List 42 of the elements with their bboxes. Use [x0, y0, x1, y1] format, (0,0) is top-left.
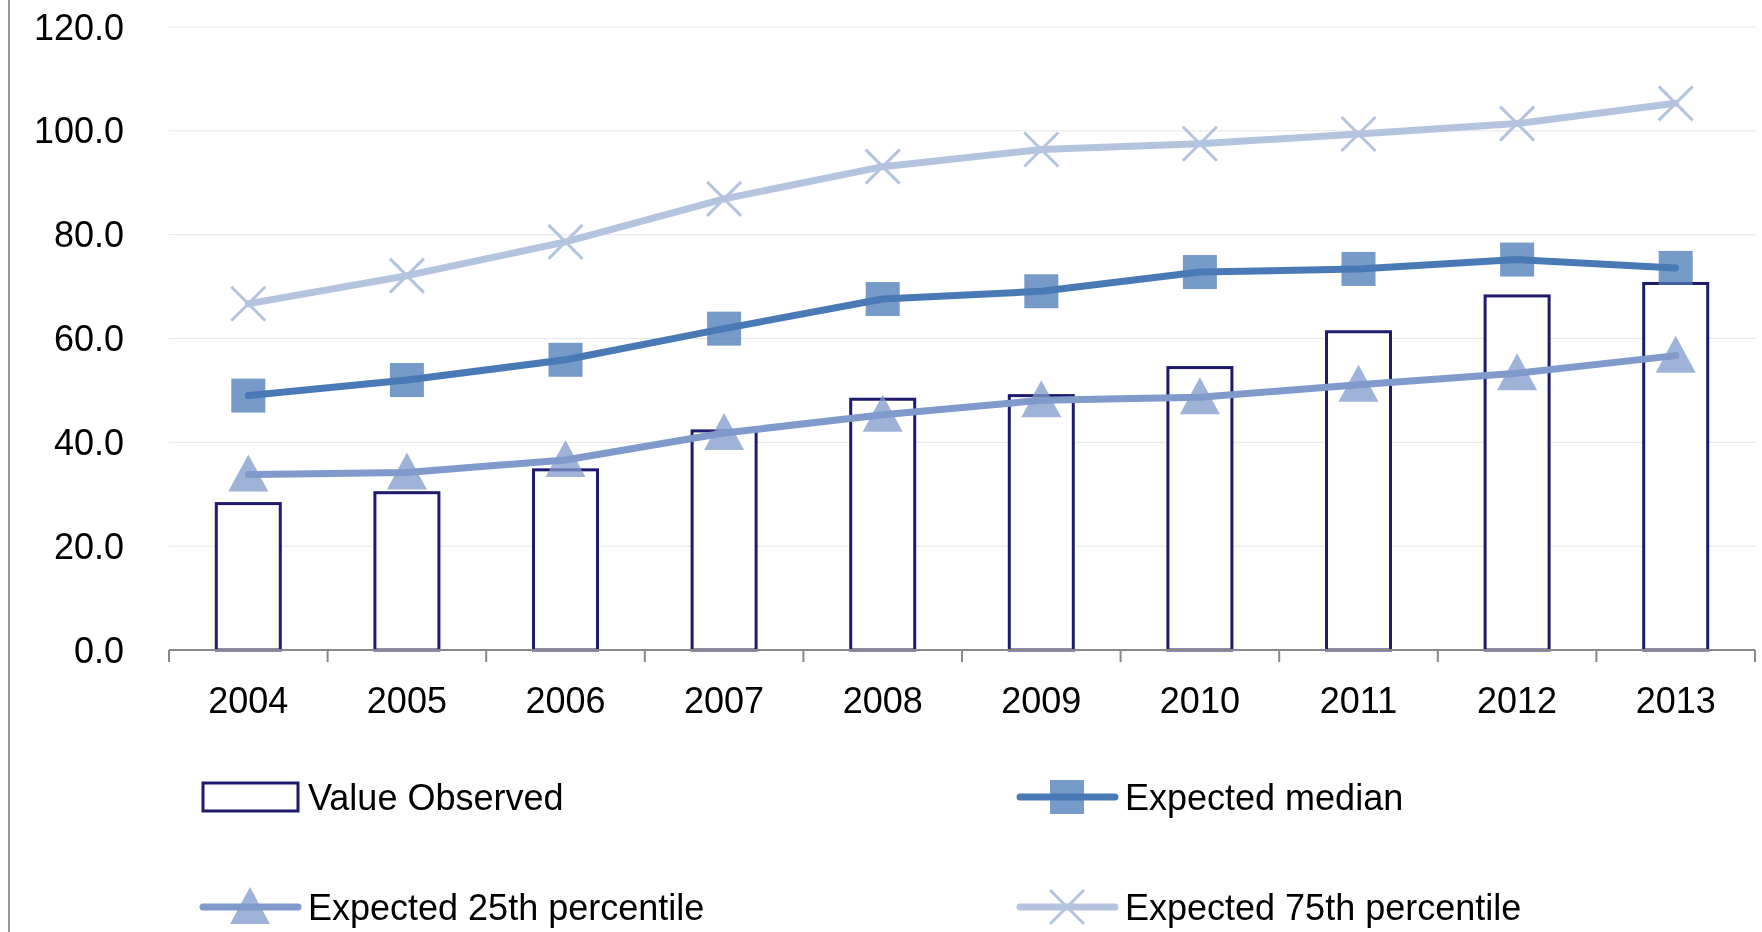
bar: [1483, 294, 1551, 652]
point: [1657, 84, 1695, 122]
legend-label: Expected 25th percentile: [308, 886, 705, 928]
bar: [214, 502, 282, 652]
x-tick-label: 2012: [1477, 680, 1558, 721]
x-tick-label: 2007: [684, 680, 765, 721]
x-tick-label: 2011: [1319, 680, 1398, 721]
x-tick-label: 2004: [208, 680, 289, 721]
y-tick-label: 100.0: [33, 110, 124, 152]
bar: [690, 429, 758, 652]
x-tick-label: 2010: [1159, 680, 1240, 721]
bar: [1642, 281, 1710, 652]
x-tick-label: 2006: [525, 680, 606, 721]
legend-label: Value Observed: [308, 776, 564, 818]
point: [1022, 131, 1060, 169]
y-tick-label: 60.0: [53, 318, 124, 360]
bar: [373, 491, 441, 652]
y-tick-label: 80.0: [53, 214, 124, 256]
y-tick-label: 20.0: [53, 525, 124, 567]
point: [388, 257, 426, 295]
point: [228, 454, 269, 492]
x-tick-label: 2005: [366, 680, 447, 721]
y-tick-label: 40.0: [53, 421, 124, 463]
bar: [1007, 394, 1075, 652]
point: [1181, 125, 1219, 163]
bar: [1325, 330, 1392, 652]
x-tick-label: 2008: [842, 680, 923, 721]
x-tick-label: 2013: [1635, 680, 1716, 721]
legend-label: Expected 75th percentile: [1125, 886, 1522, 928]
y-tick-label: 0.0: [73, 629, 124, 671]
bar: [849, 397, 917, 652]
legend-label: Expected median: [1125, 776, 1404, 818]
point: [864, 148, 902, 186]
x-tick-label: 2009: [1001, 680, 1082, 721]
point: [547, 223, 584, 261]
point: [229, 285, 267, 323]
bar: [532, 468, 599, 652]
point: [1340, 115, 1377, 153]
y-tick-label: 120.0: [33, 6, 124, 48]
point: [705, 180, 743, 218]
point: [1498, 105, 1536, 143]
bar: [1166, 366, 1234, 652]
